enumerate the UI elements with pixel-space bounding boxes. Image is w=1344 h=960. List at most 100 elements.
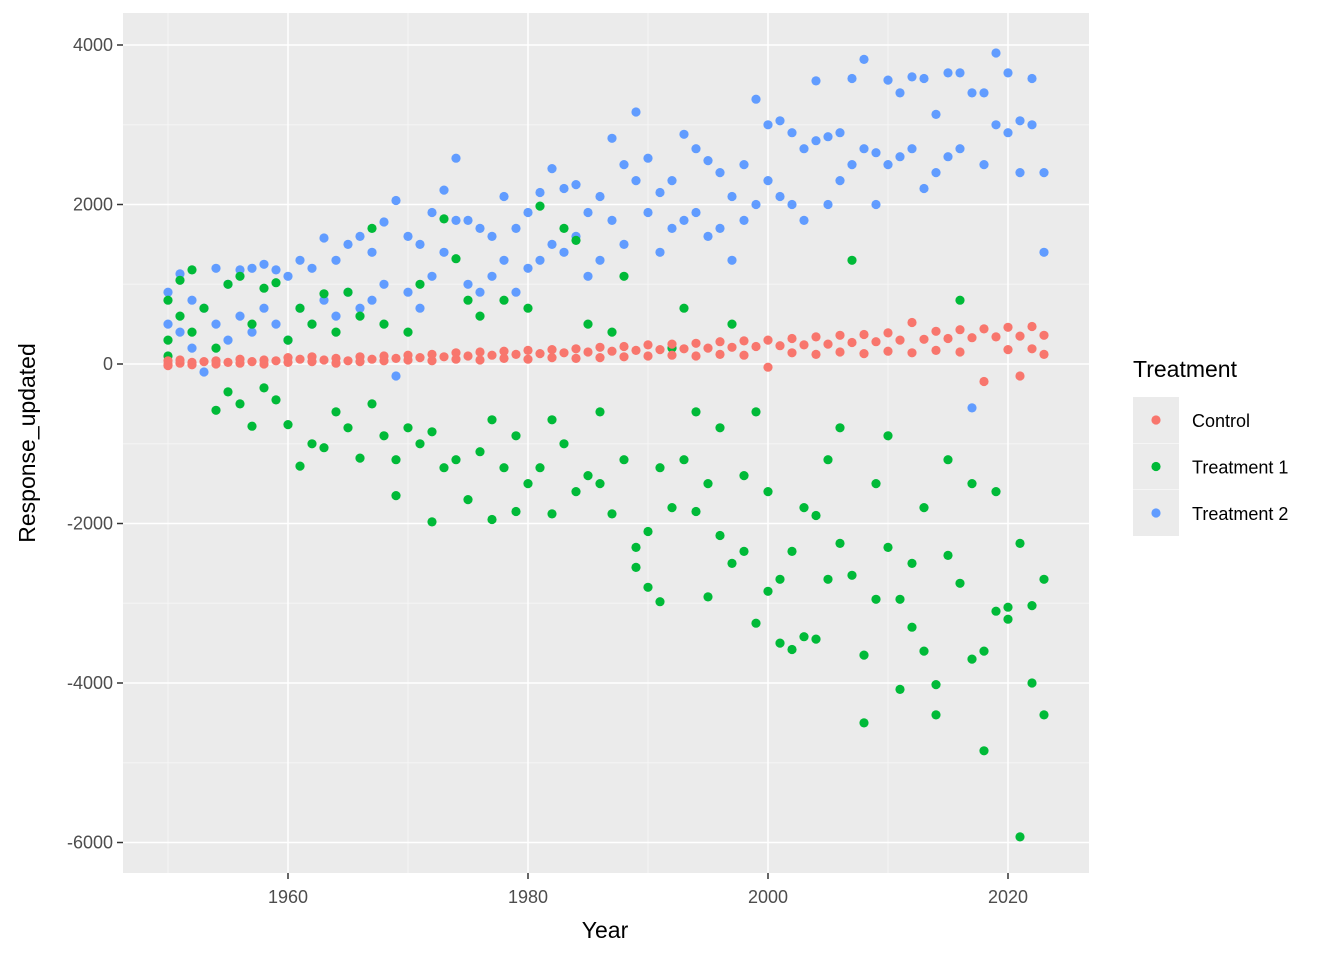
- point-control: [787, 348, 797, 358]
- point-treatment-1: [403, 423, 413, 433]
- point-treatment-1: [379, 431, 389, 441]
- point-treatment-1: [619, 455, 629, 465]
- point-treatment-1: [643, 582, 653, 592]
- point-control: [415, 353, 425, 363]
- point-treatment-1: [679, 303, 689, 313]
- point-treatment-2: [823, 132, 833, 142]
- point-control: [547, 345, 557, 355]
- point-treatment-1: [871, 594, 881, 604]
- point-control: [223, 357, 233, 367]
- point-treatment-1: [475, 311, 485, 321]
- point-control: [919, 334, 929, 344]
- point-treatment-2: [367, 295, 377, 305]
- point-treatment-1: [811, 510, 821, 521]
- point-treatment-2: [727, 191, 737, 202]
- point-treatment-2: [871, 148, 881, 158]
- legend-title: Treatment: [1133, 356, 1238, 382]
- point-treatment-1: [175, 311, 185, 321]
- point-treatment-2: [763, 120, 773, 130]
- point-treatment-2: [703, 156, 713, 166]
- x-tick-label: 2000: [748, 887, 788, 907]
- point-control: [1015, 331, 1025, 341]
- point-control: [403, 355, 413, 365]
- point-control: [547, 353, 557, 363]
- point-treatment-1: [991, 606, 1001, 616]
- point-treatment-1: [763, 487, 773, 497]
- point-control: [379, 356, 389, 366]
- point-control: [823, 339, 833, 349]
- point-control: [271, 356, 281, 366]
- point-control: [643, 351, 653, 361]
- point-treatment-1: [751, 618, 761, 628]
- point-control: [475, 347, 485, 357]
- point-treatment-2: [307, 263, 317, 273]
- point-treatment-2: [967, 403, 977, 413]
- point-treatment-2: [787, 128, 797, 138]
- point-treatment-2: [223, 335, 233, 345]
- point-treatment-2: [955, 68, 965, 78]
- point-treatment-2: [607, 215, 617, 225]
- point-treatment-1: [715, 530, 725, 541]
- point-treatment-2: [979, 160, 989, 170]
- point-control: [943, 333, 953, 344]
- point-treatment-1: [199, 303, 209, 313]
- y-tick-label: 2000: [73, 195, 113, 215]
- point-control: [955, 347, 965, 357]
- point-treatment-2: [871, 199, 881, 210]
- point-treatment-1: [1003, 614, 1013, 624]
- point-control: [691, 338, 701, 348]
- point-treatment-2: [679, 129, 689, 139]
- point-control: [571, 353, 581, 363]
- point-treatment-2: [379, 279, 389, 289]
- point-treatment-1: [1039, 574, 1049, 584]
- point-treatment-1: [391, 455, 401, 465]
- point-treatment-2: [451, 215, 461, 225]
- point-treatment-2: [919, 183, 929, 194]
- point-control: [883, 328, 893, 338]
- point-treatment-2: [331, 311, 341, 321]
- point-treatment-1: [451, 254, 461, 264]
- point-control: [571, 344, 581, 354]
- point-treatment-2: [463, 279, 473, 289]
- point-treatment-1: [655, 597, 665, 607]
- point-treatment-1: [727, 319, 737, 329]
- point-treatment-1: [307, 319, 317, 329]
- point-treatment-1: [607, 327, 617, 337]
- point-treatment-2: [763, 176, 773, 186]
- point-treatment-2: [883, 75, 893, 85]
- point-treatment-1: [391, 491, 401, 501]
- point-control: [367, 354, 377, 364]
- point-treatment-1: [319, 443, 329, 453]
- point-treatment-1: [559, 223, 569, 233]
- point-control: [763, 362, 773, 372]
- point-treatment-2: [751, 94, 761, 104]
- point-control: [979, 376, 989, 387]
- point-control: [739, 336, 749, 346]
- point-control: [595, 342, 605, 352]
- point-treatment-1: [739, 471, 749, 481]
- point-treatment-1: [955, 295, 965, 305]
- legend-label: Treatment 2: [1192, 504, 1288, 524]
- point-treatment-1: [703, 592, 713, 602]
- point-treatment-1: [187, 265, 197, 275]
- point-treatment-2: [1027, 120, 1037, 130]
- point-treatment-2: [799, 144, 809, 154]
- point-treatment-1: [211, 405, 221, 415]
- point-treatment-1: [595, 479, 605, 489]
- point-treatment-1: [943, 550, 953, 561]
- legend-key-control: [1151, 415, 1161, 425]
- point-control: [727, 342, 737, 352]
- point-control: [907, 348, 917, 358]
- point-treatment-1: [175, 275, 185, 285]
- x-tick-label: 1960: [268, 887, 308, 907]
- point-treatment-2: [643, 153, 653, 163]
- point-treatment-2: [523, 263, 533, 273]
- point-treatment-2: [895, 88, 905, 98]
- point-treatment-1: [559, 439, 569, 449]
- point-treatment-2: [847, 160, 857, 170]
- point-treatment-1: [319, 289, 329, 299]
- point-treatment-2: [655, 247, 665, 257]
- point-treatment-2: [943, 68, 953, 78]
- point-control: [511, 349, 521, 359]
- point-treatment-1: [355, 453, 365, 463]
